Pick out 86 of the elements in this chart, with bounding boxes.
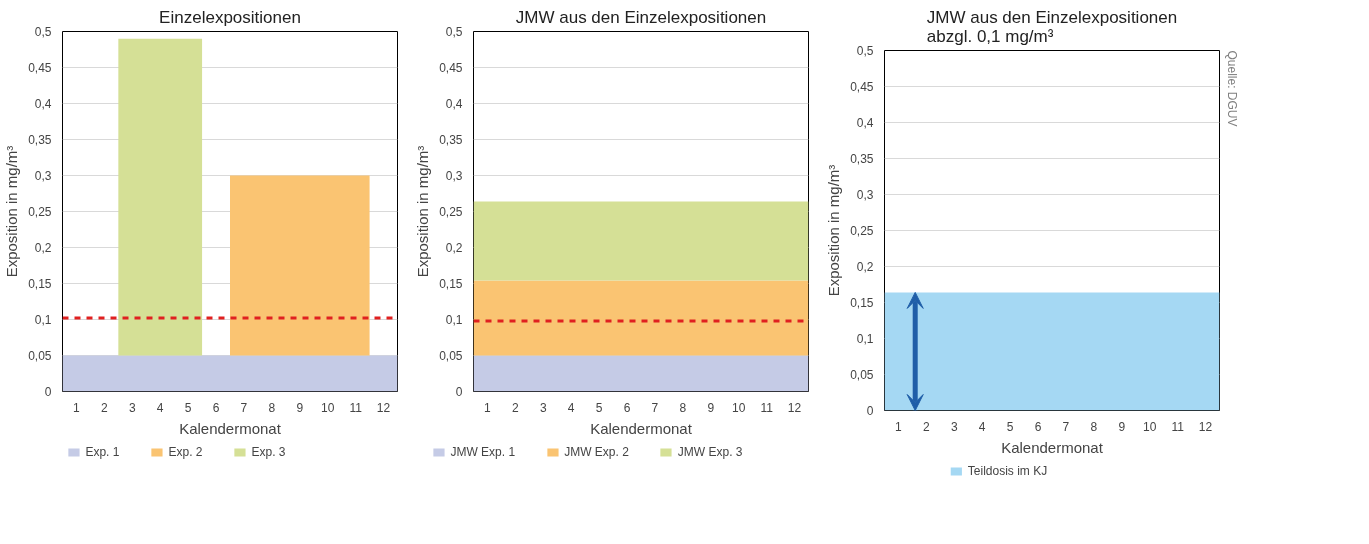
legend-label: JMW Exp. 3 <box>677 445 743 459</box>
y-tick-label: 0,35 <box>439 133 463 147</box>
y-tick-label: 0,2 <box>856 260 874 274</box>
y-tick-label: 0,35 <box>850 152 874 166</box>
legend-label: Exp. 3 <box>251 445 286 459</box>
x-tick-label: 7 <box>651 400 659 415</box>
x-tick-label: 11 <box>349 400 363 415</box>
y-tick-label: 0,3 <box>445 169 463 183</box>
x-tick-label: 11 <box>760 400 774 415</box>
y-tick-label: 0,25 <box>850 224 874 238</box>
y-tick-label: 0,45 <box>439 61 463 75</box>
x-tick-label: 9 <box>296 400 304 415</box>
x-tick-label: 5 <box>595 400 603 415</box>
y-tick-label: 0,5 <box>34 25 52 39</box>
legend-label: JMW Exp. 2 <box>564 445 629 459</box>
y-tick-label: 0,05 <box>439 349 463 363</box>
y-tick-label: 0,5 <box>445 25 463 39</box>
y-tick-label: 0,25 <box>439 205 463 219</box>
y-axis-title: Exposition in mg/m³ <box>3 145 21 278</box>
y-tick-label: 0,4 <box>34 97 52 111</box>
legend-label: Exp. 2 <box>168 445 203 459</box>
y-tick-label: 0,4 <box>445 97 463 111</box>
x-tick-label: 4 <box>978 419 986 434</box>
x-tick-label: 7 <box>240 400 248 415</box>
y-tick-label: 0,5 <box>856 44 874 58</box>
x-tick-label: 9 <box>1118 419 1126 434</box>
chart-title: JMW aus den Einzelexpositionen abzgl. 0,1 mg/m³ <box>926 7 1178 46</box>
y-tick-label: 0,15 <box>28 277 52 291</box>
y-tick-label: 0,25 <box>28 205 52 219</box>
y-tick-label: 0,45 <box>28 61 52 75</box>
legend-label: Teildosis im KJ <box>967 464 1048 478</box>
x-axis-title: Kalendermonat <box>590 419 693 437</box>
y-tick-label: 0,15 <box>850 296 874 310</box>
x-tick-label: 12 <box>1198 419 1213 434</box>
y-tick-label: 0,45 <box>850 80 874 94</box>
x-tick-label: 6 <box>1034 419 1042 434</box>
x-tick-label: 5 <box>1006 419 1014 434</box>
y-tick-label: 0,1 <box>34 313 52 327</box>
y-tick-label: 0,3 <box>856 188 874 202</box>
y-tick-label: 0,1 <box>856 332 874 346</box>
x-tick-label: 2 <box>923 419 931 434</box>
source-note: Quelle: DGUV <box>1224 50 1239 127</box>
y-tick-label: 0,1 <box>445 313 463 327</box>
x-tick-label: 8 <box>268 400 276 415</box>
y-tick-label: 0 <box>455 385 463 399</box>
x-tick-label: 1 <box>484 400 492 415</box>
x-tick-label: 11 <box>1171 419 1185 434</box>
y-tick-label: 0,05 <box>850 368 874 382</box>
y-tick-label: 0 <box>866 404 874 418</box>
x-tick-label: 3 <box>128 400 136 415</box>
x-tick-label: 6 <box>212 400 220 415</box>
x-tick-label: 1 <box>73 400 81 415</box>
x-tick-label: 9 <box>707 400 715 415</box>
y-tick-label: 0,15 <box>439 277 463 291</box>
x-axis-title: Kalendermonat <box>1001 438 1104 456</box>
x-tick-label: 12 <box>376 400 391 415</box>
y-tick-label: 0,4 <box>856 116 874 130</box>
chart-title: Einzelexpositionen <box>159 7 301 27</box>
y-tick-label: 0 <box>44 385 52 399</box>
x-tick-label: 10 <box>732 400 746 415</box>
x-tick-label: 8 <box>1090 419 1098 434</box>
y-tick-label: 0,2 <box>34 241 52 255</box>
legend-label: Exp. 1 <box>85 445 120 459</box>
x-tick-label: 4 <box>156 400 164 415</box>
y-axis-title: Exposition in mg/m³ <box>825 164 843 297</box>
x-tick-label: 12 <box>787 400 802 415</box>
y-tick-label: 0,35 <box>28 133 52 147</box>
y-axis-title: Exposition in mg/m³ <box>414 145 432 278</box>
x-tick-label: 7 <box>1062 419 1070 434</box>
x-tick-label: 10 <box>321 400 335 415</box>
y-tick-label: 0,05 <box>28 349 52 363</box>
x-tick-label: 5 <box>184 400 192 415</box>
x-tick-label: 8 <box>679 400 687 415</box>
x-tick-label: 3 <box>539 400 547 415</box>
y-tick-label: 0,2 <box>445 241 463 255</box>
x-tick-label: 4 <box>567 400 575 415</box>
x-tick-label: 1 <box>895 419 903 434</box>
x-tick-label: 2 <box>101 400 109 415</box>
y-tick-label: 0,3 <box>34 169 52 183</box>
x-tick-label: 2 <box>512 400 520 415</box>
legend-label: JMW Exp. 1 <box>450 445 516 459</box>
x-tick-label: 6 <box>623 400 631 415</box>
x-axis-title: Kalendermonat <box>179 419 282 437</box>
x-tick-label: 3 <box>950 419 958 434</box>
chart-title: JMW aus den Einzelexpositionen <box>515 7 767 27</box>
x-tick-label: 10 <box>1143 419 1157 434</box>
